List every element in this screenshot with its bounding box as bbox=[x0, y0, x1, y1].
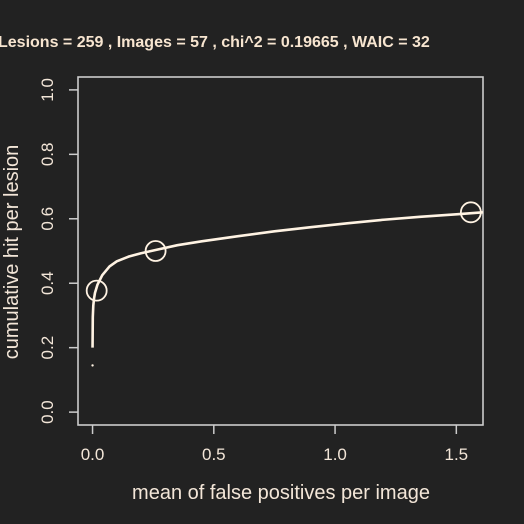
x-tick-label: 0.0 bbox=[81, 445, 105, 464]
x-tick-label: 1.0 bbox=[323, 445, 347, 464]
plot-frame bbox=[77, 76, 484, 426]
plot-area bbox=[85, 201, 484, 367]
curve-start-point bbox=[91, 364, 94, 367]
operating-point bbox=[144, 240, 167, 262]
y-tick-label: 1.0 bbox=[38, 78, 57, 102]
y-axis: 0.0 0.2 0.4 0.6 0.8 1.0 bbox=[38, 78, 78, 424]
x-axis-label: mean of false positives per image bbox=[132, 482, 430, 504]
operating-point bbox=[459, 201, 482, 224]
y-tick-label: 0.2 bbox=[38, 336, 57, 360]
y-tick-label: 0.0 bbox=[38, 400, 57, 424]
chart-title: Lesions = 259 , Images = 57 , chi^2 = 0.… bbox=[0, 34, 430, 51]
y-tick-label: 0.6 bbox=[38, 207, 57, 231]
x-axis: 0.0 0.5 1.0 1.5 bbox=[81, 425, 468, 464]
fitted-curve bbox=[91, 211, 484, 348]
y-tick-label: 0.4 bbox=[38, 271, 57, 295]
y-tick-label: 0.8 bbox=[38, 143, 57, 167]
operating-point bbox=[85, 279, 108, 302]
x-tick-label: 1.5 bbox=[445, 445, 469, 464]
x-tick-label: 0.5 bbox=[202, 445, 226, 464]
y-axis-label: cumulative hit per lesion bbox=[1, 145, 23, 360]
